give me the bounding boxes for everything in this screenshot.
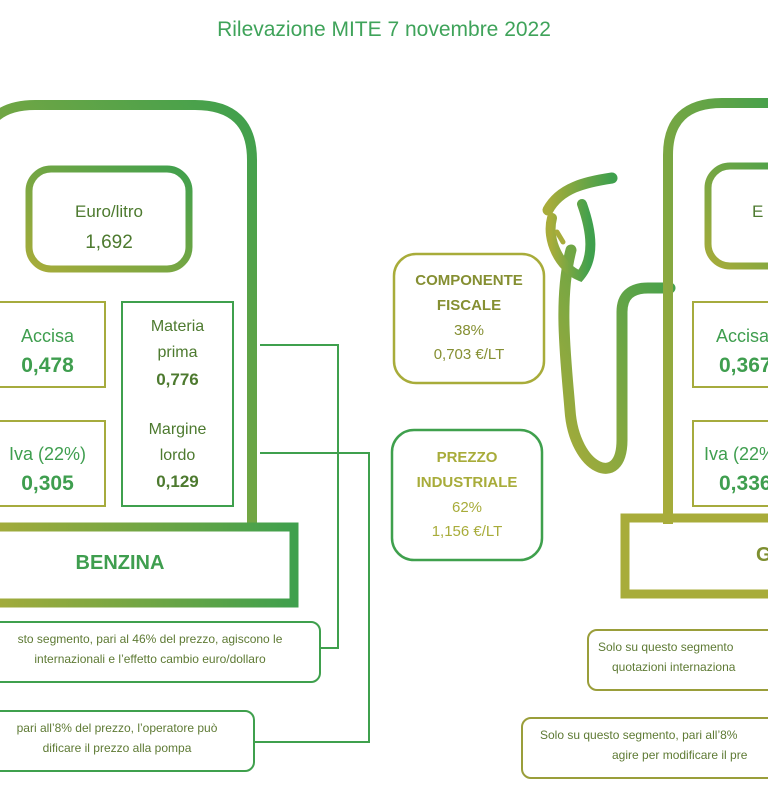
- benzina-note-1-line-1: sto segmento, pari al 46% del prezzo, ag…: [17, 632, 283, 646]
- industriale-value: 1,156 €/LT: [431, 523, 503, 540]
- benzina-note-2-line-1: pari all’8% del prezzo, l’operatore può: [16, 721, 218, 735]
- componente-fiscale-box: [392, 252, 546, 385]
- gasolio-accisa-label: Accisa: [716, 326, 768, 346]
- benzina-note-2-line-2: dificare il prezzo alla pompa: [42, 741, 192, 755]
- gasolio-note-1-line-1: Solo su questo segmento: [598, 640, 734, 654]
- benzina-pump-body: [0, 100, 257, 524]
- industriale-title-2: INDUSTRIALE: [416, 474, 518, 491]
- fiscale-title-2: FISCALE: [436, 297, 502, 314]
- gasolio-fuel-label: G: [756, 544, 768, 566]
- gasolio-note-2-line-1: Solo su questo segmento, pari all’8%: [540, 728, 738, 742]
- benzina-note-1-line-2: internazionali e l’effetto cambio euro/d…: [34, 652, 266, 666]
- gasolio-accisa-box: [692, 301, 768, 388]
- gasolio-euro-label: E: [752, 202, 764, 221]
- gasolio-iva-label: Iva (22%: [704, 444, 768, 464]
- benzina-pump-base: [0, 522, 299, 608]
- benzina-fuel-label: BENZINA: [75, 552, 165, 574]
- benzina-materia-label-1: Materia: [150, 318, 205, 335]
- benzina-accisa-label: Accisa: [20, 326, 74, 346]
- benzina-margine-value: 0,129: [156, 472, 199, 491]
- benzina-euro-label: Euro/litro: [74, 202, 144, 221]
- benzina-note-2-box: [0, 710, 255, 772]
- page-title: Rilevazione MITE 7 novembre 2022: [217, 18, 551, 41]
- fiscale-value: 0,703 €/LT: [433, 346, 505, 363]
- prezzo-industriale-box: [390, 428, 544, 562]
- benzina-accisa-value: 0,478: [21, 354, 74, 377]
- gasolio-accisa-value: 0,367: [719, 354, 768, 377]
- benzina-margine-label-1: Margine: [148, 421, 207, 438]
- benzina-iva-value: 0,305: [21, 472, 74, 495]
- fiscale-percent: 38%: [453, 322, 485, 339]
- gasolio-iva-box: [692, 420, 768, 507]
- fiscale-title-1: COMPONENTE: [415, 272, 523, 289]
- benzina-margine-label-2: lordo: [159, 447, 196, 464]
- gasolio-iva-value: 0,336: [719, 472, 768, 495]
- benzina-note-1-box: [0, 621, 321, 683]
- benzina-industriale-box: [121, 301, 234, 507]
- gasolio-note-1-box: [587, 629, 768, 691]
- fuel-nozzle: [542, 172, 618, 216]
- connector-margine: [254, 452, 370, 743]
- gasolio-pump-base: [620, 513, 768, 599]
- benzina-materia-label-2: prima: [157, 344, 198, 361]
- benzina-materia-value: 0,776: [156, 370, 199, 389]
- gasolio-note-1-line-2: quotazioni internaziona: [612, 660, 736, 674]
- benzina-display-box: [25, 165, 193, 273]
- gasolio-pump-body: [663, 98, 768, 524]
- fuel-hose: [558, 244, 676, 474]
- connector-materia: [260, 344, 339, 649]
- benzina-iva-box: [0, 420, 106, 507]
- benzina-iva-label: Iva (22%): [8, 444, 87, 464]
- industriale-title-1: PREZZO: [436, 449, 498, 466]
- gasolio-note-2-box: [521, 717, 768, 779]
- gasolio-note-2-line-2: agire per modificare il pre: [612, 748, 748, 762]
- benzina-accisa-box: [0, 301, 106, 388]
- benzina-euro-value: 1,692: [85, 232, 133, 253]
- gasolio-display-box: [704, 162, 768, 270]
- industriale-percent: 62%: [451, 499, 483, 516]
